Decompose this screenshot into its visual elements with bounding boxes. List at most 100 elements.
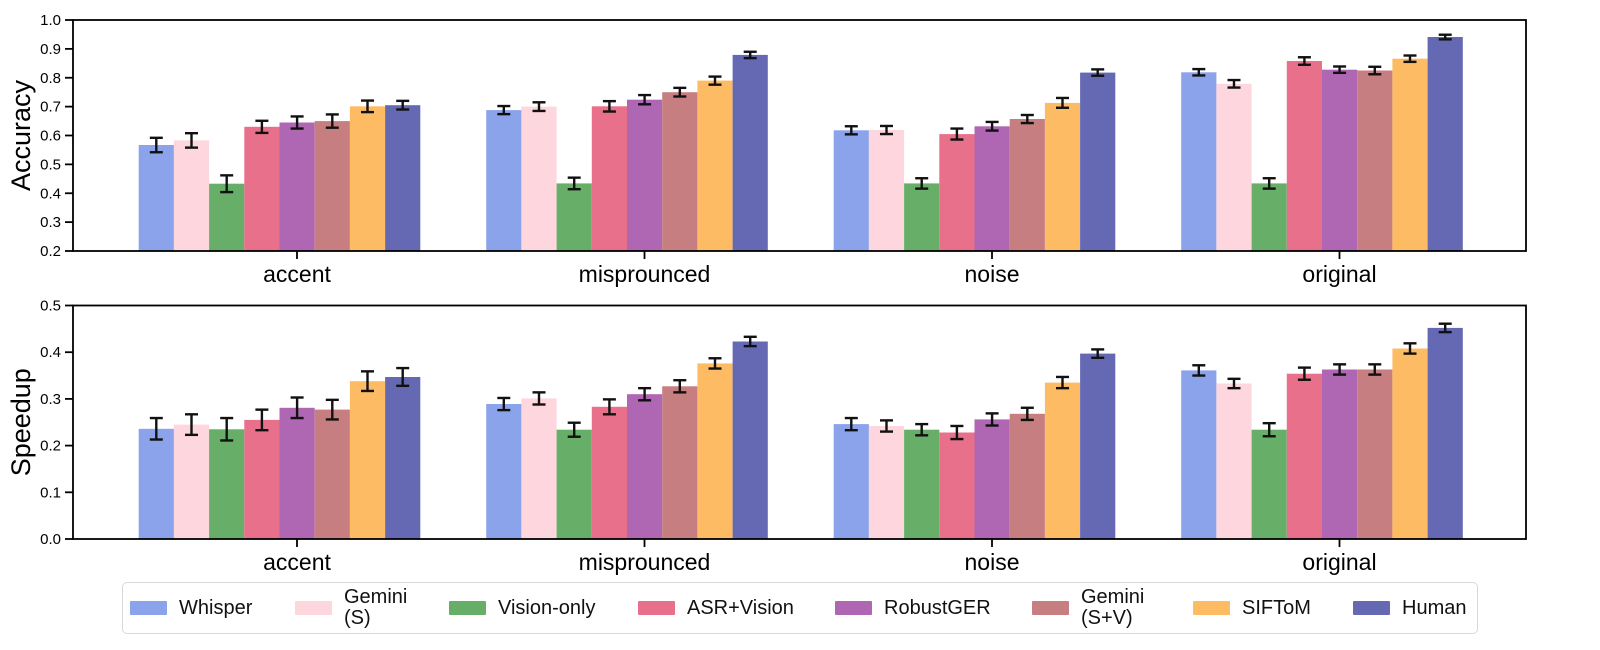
x-tick-label: original <box>1302 261 1376 287</box>
bar <box>556 183 592 251</box>
bar <box>1322 369 1358 539</box>
bar <box>521 106 557 251</box>
legend-swatch <box>1353 600 1390 616</box>
bar <box>385 105 421 251</box>
bar <box>349 106 386 251</box>
bar <box>1357 369 1393 539</box>
bar <box>1427 327 1463 539</box>
axes-frame <box>72 304 1527 540</box>
y-tick-label: 0.0 <box>40 531 61 548</box>
bar <box>138 145 174 251</box>
legend-item-label: Whisper <box>179 596 253 619</box>
legend-item: RobustGER <box>835 583 991 633</box>
bar <box>1392 58 1428 252</box>
y-tick-label: 0.9 <box>40 41 61 58</box>
subplot-accuracy: 0.2 0.3 0.4 0.5 0.6 0.7 0.8 0.9 1.0 accent misprou… <box>6 12 1527 287</box>
legend-item-label: SIFToM <box>1242 596 1311 619</box>
bar <box>974 126 1010 251</box>
bar <box>904 429 940 539</box>
legend-item-label: Vision-only <box>498 596 596 619</box>
bar <box>521 398 557 539</box>
bar <box>1181 370 1217 539</box>
bar <box>1080 72 1116 251</box>
bar <box>1216 383 1252 539</box>
bar <box>868 130 905 251</box>
y-tick-label: 0.5 <box>40 156 61 173</box>
bar <box>1392 348 1428 539</box>
bar <box>1044 102 1081 252</box>
bar <box>349 381 386 539</box>
bar <box>1009 119 1045 251</box>
legend-swatch <box>295 600 332 616</box>
bar <box>732 54 768 252</box>
bar <box>662 386 698 539</box>
bar <box>939 134 975 251</box>
y-tick-label: 0.3 <box>40 214 61 231</box>
bar <box>1322 69 1358 251</box>
legend-item-label: ASR+Vision <box>687 596 794 619</box>
legend-item: Gemini (S) <box>295 583 407 633</box>
x-tick-label: accent <box>263 549 331 575</box>
bar <box>486 110 522 251</box>
bar <box>138 428 174 539</box>
bar <box>732 341 768 539</box>
legend-item: SIFToM <box>1193 583 1311 633</box>
y-tick-label: 0.7 <box>40 99 61 116</box>
x-tick-label: accent <box>263 261 331 287</box>
bar <box>1427 37 1463 251</box>
bar <box>697 363 733 539</box>
legend-swatch <box>130 600 167 616</box>
bar <box>486 404 522 539</box>
x-tick-label: misprounced <box>579 549 711 575</box>
bar <box>1181 72 1217 251</box>
bar <box>1044 382 1081 539</box>
legend-item-label: Gemini (S) <box>344 586 408 629</box>
y-tick-label: 0.5 <box>40 298 61 315</box>
y-axis-label: Accuracy <box>6 79 36 191</box>
bar <box>244 419 280 539</box>
legend: Whisper Gemini (S) Vision-only ASR+Vision Rob… <box>122 582 1478 634</box>
y-tick-label: 1.0 <box>40 12 61 29</box>
bar <box>279 122 315 251</box>
legend-item-label: Gemini (S+V) <box>1081 586 1145 629</box>
bar <box>244 126 280 251</box>
bar <box>209 429 245 539</box>
y-axis-label: Speedup <box>6 368 36 476</box>
y-tick-label: 0.1 <box>40 484 61 501</box>
x-tick-label: noise <box>965 261 1020 287</box>
y-tick-label: 0.4 <box>40 185 61 202</box>
bar <box>591 406 627 539</box>
bar <box>1251 183 1287 251</box>
x-tick-label: noise <box>965 549 1020 575</box>
legend-swatch <box>1193 600 1230 616</box>
bar <box>697 80 733 251</box>
bar <box>209 183 245 251</box>
bar <box>591 106 627 251</box>
bar <box>627 394 663 539</box>
x-tick-label: original <box>1302 549 1376 575</box>
bar <box>1009 413 1045 539</box>
bar <box>1251 429 1287 539</box>
bar <box>868 426 905 539</box>
bar <box>1216 83 1252 251</box>
legend-swatch <box>835 600 872 616</box>
legend-item: Gemini (S+V) <box>1032 583 1144 633</box>
bar <box>662 92 698 251</box>
bar <box>974 419 1010 539</box>
bar <box>173 140 210 251</box>
x-tick-label: misprounced <box>579 261 711 287</box>
bar <box>1286 373 1322 539</box>
legend-item-label: Human <box>1402 596 1467 619</box>
bar <box>1357 70 1393 251</box>
legend-item-label: RobustGER <box>884 596 991 619</box>
legend-item: Vision-only <box>449 583 595 633</box>
y-tick-label: 0.3 <box>40 391 61 408</box>
bar <box>314 121 350 251</box>
subplot-speedup: 0.0 0.1 0.2 0.3 0.4 0.5 accent misprounced noise… <box>6 298 1527 575</box>
bar <box>314 409 350 539</box>
bar <box>627 99 663 251</box>
y-tick-label: 0.2 <box>40 438 61 455</box>
bar <box>385 377 421 539</box>
